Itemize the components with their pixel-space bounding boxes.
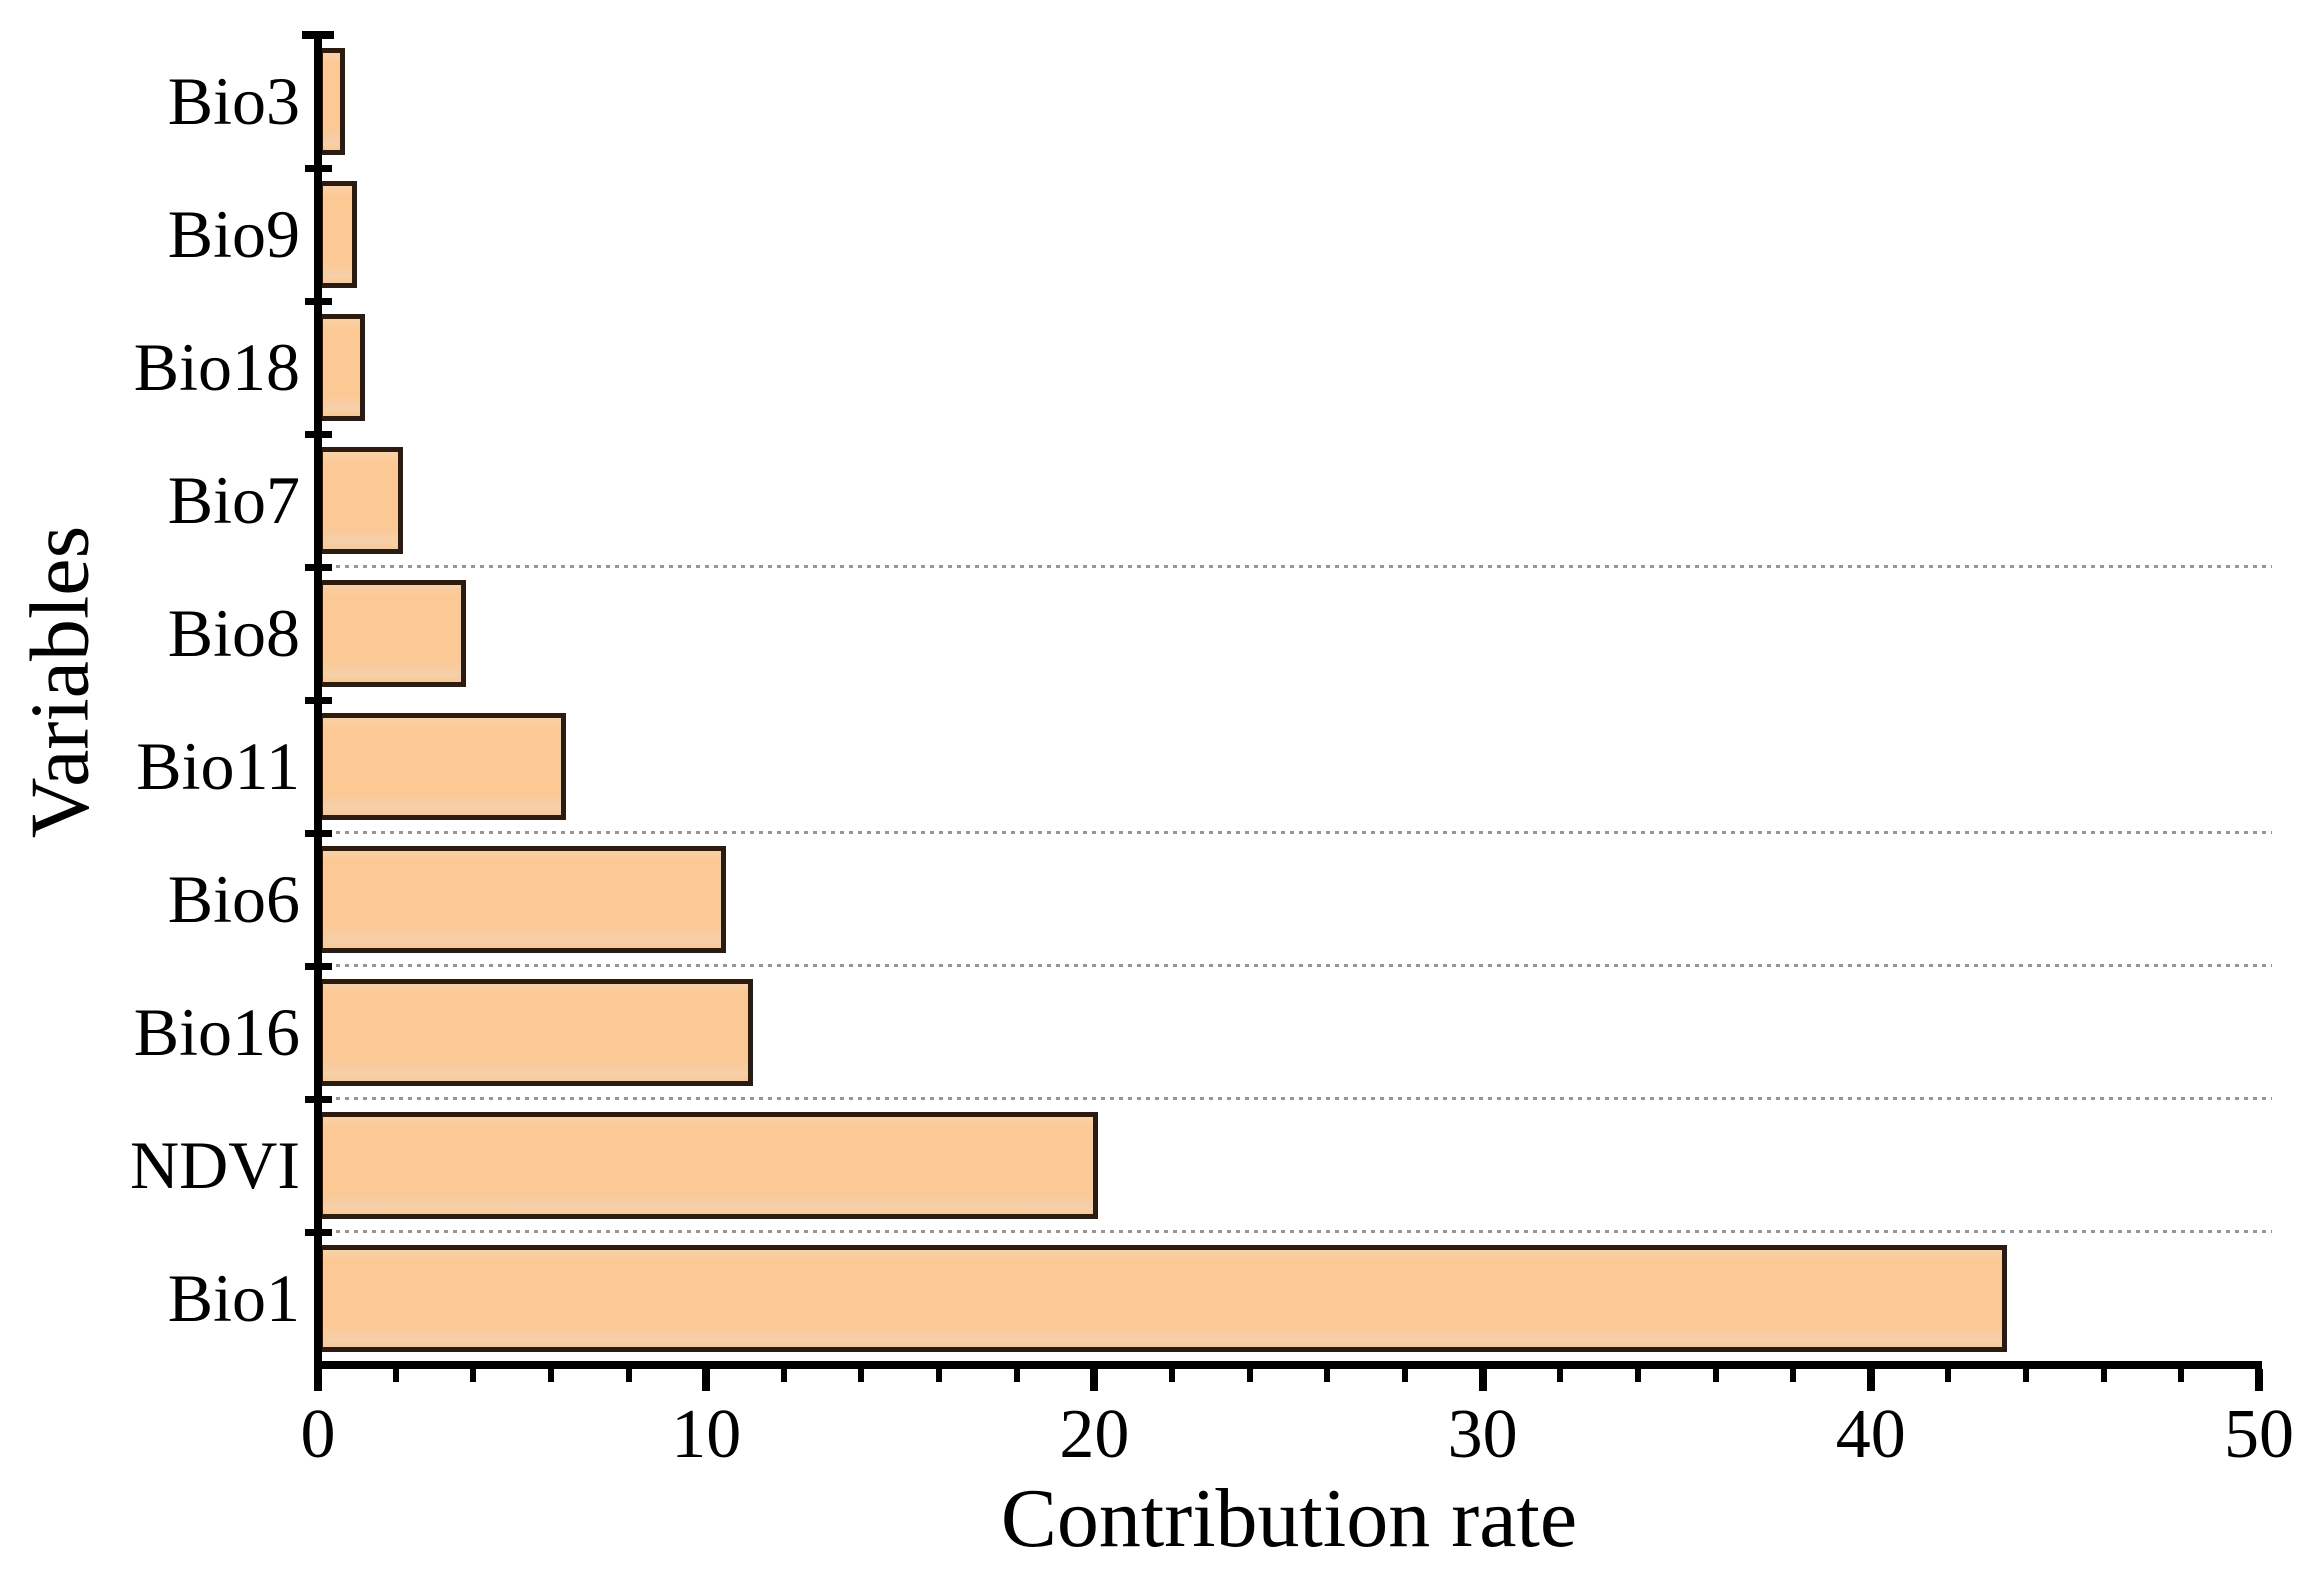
y-axis-tick — [305, 1096, 332, 1103]
y-axis-tick — [302, 31, 334, 39]
dotted-gridline — [318, 565, 2272, 568]
x-tick-label: 50 — [2224, 1396, 2294, 1473]
x-minor-tick — [1634, 1369, 1641, 1382]
category-label: Bio1 — [167, 1260, 300, 1336]
x-minor-tick — [1712, 1369, 1719, 1382]
x-minor-tick — [547, 1369, 554, 1382]
x-minor-tick — [1246, 1369, 1253, 1382]
category-label: Bio8 — [167, 595, 300, 671]
x-major-tick — [2255, 1369, 2263, 1391]
y-axis-tick — [305, 431, 332, 438]
x-minor-tick — [625, 1369, 632, 1382]
x-major-tick — [1090, 1369, 1099, 1391]
bar-bio6 — [318, 846, 726, 953]
category-label: Bio6 — [167, 861, 300, 937]
bar-ndvi — [318, 1112, 1098, 1219]
x-minor-tick — [1401, 1369, 1408, 1382]
bar-bio1 — [318, 1245, 2007, 1352]
x-major-tick — [702, 1369, 711, 1391]
dotted-gridline — [318, 831, 2272, 834]
y-axis-tick — [305, 564, 332, 571]
dotted-gridline — [318, 964, 2272, 967]
bar-bio7 — [318, 447, 403, 554]
y-axis-tick — [305, 830, 332, 837]
x-axis-line — [314, 1361, 2262, 1369]
x-minor-tick — [2100, 1369, 2107, 1382]
x-tick-label: 20 — [1059, 1396, 1130, 1473]
x-major-tick — [1478, 1369, 1487, 1391]
x-minor-tick — [858, 1369, 865, 1382]
category-label: Bio18 — [133, 329, 300, 405]
category-label: Bio3 — [167, 63, 300, 139]
x-minor-tick — [392, 1369, 399, 1382]
x-major-tick — [314, 1369, 322, 1391]
x-tick-label: 10 — [671, 1396, 742, 1473]
x-minor-tick — [1945, 1369, 1952, 1382]
bar-bio18 — [318, 314, 365, 421]
bar-bio8 — [318, 580, 466, 687]
y-axis-tick — [305, 298, 332, 305]
x-minor-tick — [1169, 1369, 1176, 1382]
bar-bio11 — [318, 713, 566, 820]
x-minor-tick — [1790, 1369, 1797, 1382]
x-minor-tick — [2023, 1369, 2030, 1382]
x-minor-tick — [1013, 1369, 1020, 1382]
x-tick-label: 0 — [300, 1396, 336, 1473]
x-minor-tick — [1557, 1369, 1564, 1382]
x-tick-label: 30 — [1447, 1396, 1518, 1473]
bar-bio16 — [318, 979, 753, 1086]
bar-bio9 — [318, 181, 357, 288]
x-tick-label: 40 — [1835, 1396, 1906, 1473]
y-axis-tick — [305, 697, 332, 704]
category-label: NDVI — [130, 1127, 300, 1203]
category-label: Bio7 — [167, 462, 300, 538]
x-minor-tick — [1324, 1369, 1331, 1382]
dotted-gridline — [318, 1097, 2272, 1100]
category-label: Bio11 — [136, 728, 300, 804]
bar-bio3 — [318, 48, 345, 155]
x-minor-tick — [2178, 1369, 2185, 1382]
category-label: Bio16 — [133, 994, 300, 1070]
x-minor-tick — [780, 1369, 787, 1382]
x-minor-tick — [470, 1369, 477, 1382]
x-minor-tick — [936, 1369, 943, 1382]
x-major-tick — [1866, 1369, 1875, 1391]
x-axis-title: Contribution rate — [1000, 1472, 1578, 1565]
category-label: Bio9 — [167, 196, 300, 272]
y-axis-tick — [305, 165, 332, 172]
y-axis-tick — [305, 963, 332, 970]
y-axis-title: Variables — [13, 525, 107, 839]
y-axis-tick — [305, 1229, 332, 1236]
dotted-gridline — [318, 1230, 2272, 1233]
